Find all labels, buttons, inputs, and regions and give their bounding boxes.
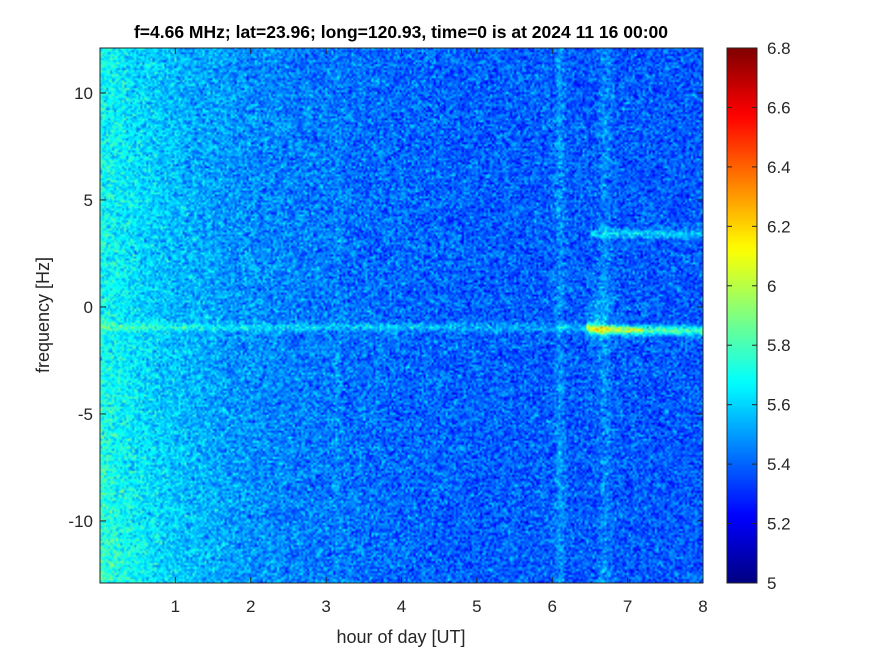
x-tick-label: 7 [623, 597, 632, 616]
colorbar-tick-label: 6 [767, 277, 776, 296]
x-axis: 1 2 3 4 5 6 7 8 [171, 48, 708, 616]
chart-title: f=4.66 MHz; lat=23.96; long=120.93, time… [134, 22, 668, 42]
plot-area: 1 2 3 4 5 6 7 8 10 5 0 -5 -10 [68, 47, 708, 616]
y-tick-label: -5 [78, 405, 93, 424]
colorbar: 5 5.2 5.4 5.6 5.8 6 6.2 6.4 6.6 6.8 [726, 39, 791, 593]
x-tick-label: 2 [246, 597, 255, 616]
colorbar-tick-label: 6.6 [767, 98, 791, 117]
colorbar-frame [726, 47, 758, 584]
y-tick-label: 10 [74, 84, 93, 103]
colorbar-gradient [727, 48, 757, 583]
colorbar-tick-label: 5.2 [767, 515, 791, 534]
y-tick-label: 5 [84, 191, 93, 210]
colorbar-tick-label: 5.4 [767, 455, 791, 474]
y-axis-label: frequency [Hz] [33, 257, 53, 373]
x-tick-label: 4 [397, 597, 406, 616]
colorbar-tick-label: 6.2 [767, 217, 791, 236]
x-tick-label: 5 [472, 597, 481, 616]
x-tick-label: 3 [321, 597, 330, 616]
y-tick-label: 0 [84, 298, 93, 317]
colorbar-tick-label: 5 [767, 574, 776, 593]
colorbar-tick-label: 5.8 [767, 336, 791, 355]
x-tick-label: 6 [548, 597, 557, 616]
colorbar-tick-label: 6.4 [767, 158, 791, 177]
spectrogram-heatmap [100, 48, 703, 583]
y-tick-label: -10 [68, 512, 93, 531]
y-axis: 10 5 0 -5 -10 [68, 84, 703, 531]
x-tick-label: 8 [698, 597, 707, 616]
colorbar-ticks: 5 5.2 5.4 5.6 5.8 6 6.2 6.4 6.6 6.8 [727, 39, 791, 593]
colorbar-tick-label: 5.6 [767, 396, 791, 415]
x-tick-label: 1 [171, 597, 180, 616]
colorbar-tick-label: 6.8 [767, 39, 791, 58]
x-axis-label: hour of day [UT] [336, 627, 465, 647]
